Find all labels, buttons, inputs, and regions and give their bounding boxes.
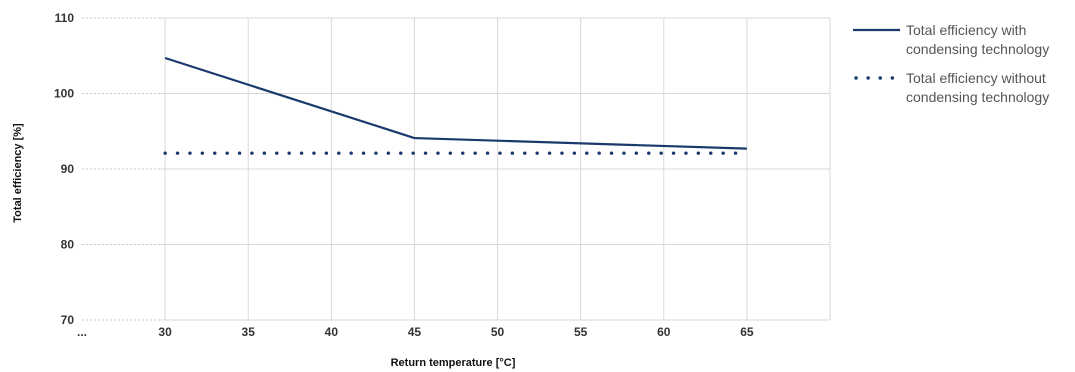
y-tick-label: 90 — [61, 162, 75, 176]
x-tick-label: 65 — [740, 325, 754, 339]
x-tick-label: 50 — [491, 325, 505, 339]
legend-label: condensing technology — [906, 89, 1049, 105]
x-tick-label: 30 — [158, 325, 172, 339]
series-group — [163, 56, 749, 155]
y-tick-label: 100 — [54, 87, 74, 101]
y-tick-labels: 70 80 90 100 110 — [54, 11, 74, 327]
legend-item: Total efficiency with condensing technolo… — [853, 22, 1049, 57]
y-tick-label: 80 — [61, 238, 75, 252]
series-line-with-condensing — [164, 56, 747, 150]
x-axis-label: Return temperature [°C] — [391, 357, 516, 369]
y-tick-label: 70 — [61, 313, 75, 327]
x-tick-label: 45 — [408, 325, 422, 339]
legend-label: Total efficiency with — [906, 22, 1026, 38]
y-tick-label: 110 — [55, 11, 75, 25]
legend-item: Total efficiency without condensing techn… — [854, 70, 1049, 105]
x-tick-labels: ... 30 35 40 45 50 55 60 65 — [77, 325, 754, 339]
legend: Total efficiency with condensing technolo… — [853, 22, 1049, 105]
grid-lines — [82, 17, 830, 321]
x-origin-label: ... — [77, 325, 87, 339]
x-tick-label: 35 — [242, 325, 256, 339]
legend-label: condensing technology — [906, 41, 1049, 57]
x-tick-label: 55 — [574, 325, 588, 339]
x-tick-label: 60 — [657, 325, 671, 339]
x-tick-label: 40 — [325, 325, 339, 339]
plot-frame — [160, 18, 831, 321]
legend-label: Total efficiency without — [906, 70, 1046, 86]
y-axis-label: Total efficiency [%] — [12, 123, 24, 223]
